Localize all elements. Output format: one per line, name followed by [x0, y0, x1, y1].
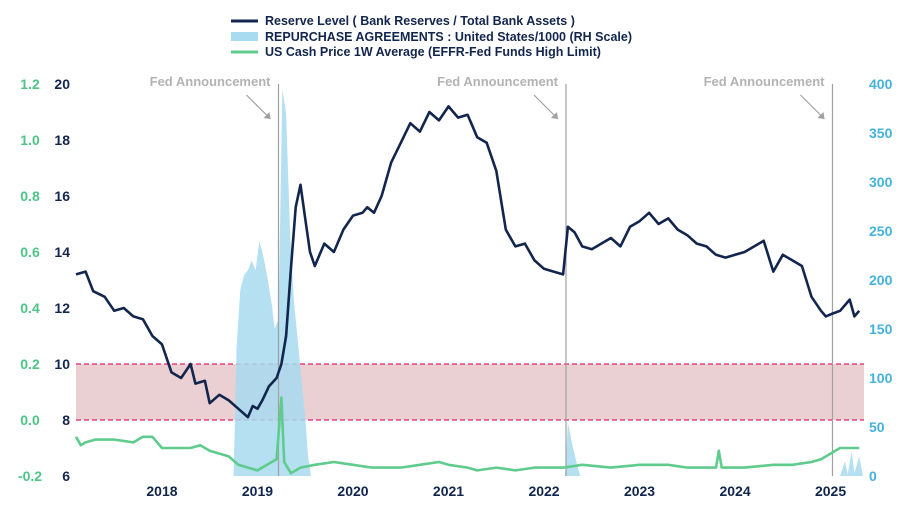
- annotation-label: Fed Announcement: [437, 74, 559, 89]
- right-axis-tick: 50: [869, 419, 885, 435]
- x-axis-tick: 2020: [337, 483, 368, 499]
- x-axis-tick: 2025: [815, 483, 846, 499]
- mid-axis-tick: 20: [54, 76, 70, 92]
- right-axis-tick: 250: [869, 223, 893, 239]
- legend-label-cash: US Cash Price 1W Average (EFFR-Fed Funds…: [265, 45, 601, 59]
- right-axis-tick: 200: [869, 272, 893, 288]
- cash-price-line: [74, 396, 860, 475]
- reserve-level-line: [75, 105, 861, 419]
- annotation-label: Fed Announcement: [150, 74, 272, 89]
- x-axis-tick: 2019: [242, 483, 273, 499]
- mid-axis-tick: 16: [54, 188, 70, 204]
- legend: Reserve Level ( Bank Reserves / Total Ba…: [231, 14, 632, 59]
- left-axis-tick: 0.6: [20, 244, 40, 260]
- right-axis-tick: 350: [869, 125, 893, 141]
- right-axis-tick: 300: [869, 174, 893, 190]
- left-axis-tick: 0.0: [20, 412, 40, 428]
- left-axis-tick: -0.2: [18, 468, 42, 484]
- right-axis-tick: 150: [869, 321, 893, 337]
- x-axis-tick: 2018: [146, 483, 177, 499]
- line-series: [74, 105, 861, 475]
- legend-label-repo: REPURCHASE AGREEMENTS : United States/10…: [265, 30, 632, 44]
- annotation-arrowhead: [550, 112, 558, 119]
- right-axis-tick: 0: [869, 468, 877, 484]
- annotation-arrowhead: [817, 112, 825, 119]
- left-axis-tick: 1.2: [20, 76, 40, 92]
- band-fill: [76, 364, 864, 420]
- left-axis-tick: 0.8: [20, 188, 40, 204]
- x-axis-tick: 2023: [624, 483, 655, 499]
- right-axis-tick: 100: [869, 370, 893, 386]
- threshold-band: [76, 363, 864, 421]
- annotations: Fed Announcement Fed Announcement Fed Anno…: [150, 74, 834, 476]
- axes: 1.21.00.80.60.40.20.0-0.2201816141210864…: [18, 76, 893, 499]
- mid-axis-tick: 18: [54, 132, 70, 148]
- legend-label-reserve: Reserve Level ( Bank Reserves / Total Ba…: [265, 14, 575, 28]
- x-axis-tick: 2022: [528, 483, 559, 499]
- right-axis-tick: 400: [869, 76, 893, 92]
- repo-series: [233, 88, 864, 477]
- legend-swatch-repo: [231, 32, 258, 41]
- left-axis-tick: 1.0: [20, 132, 40, 148]
- annotation-label: Fed Announcement: [704, 74, 826, 89]
- annotation-arrowhead: [263, 112, 271, 119]
- mid-axis-tick: 6: [62, 468, 70, 484]
- mid-axis-tick: 10: [54, 356, 70, 372]
- left-axis-tick: 0.2: [20, 356, 40, 372]
- mid-axis-tick: 12: [54, 300, 70, 316]
- repo-area: [233, 88, 864, 477]
- x-axis-tick: 2024: [719, 483, 750, 499]
- mid-axis-tick: 8: [62, 412, 70, 428]
- x-axis-tick: 2021: [433, 483, 464, 499]
- left-axis-tick: 0.4: [20, 300, 40, 316]
- mid-axis-tick: 14: [54, 244, 70, 260]
